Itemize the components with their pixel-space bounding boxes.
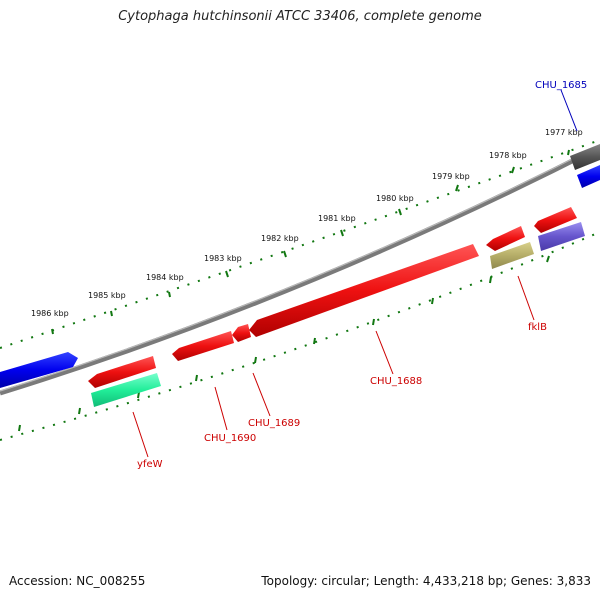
olive-feature[interactable] [490,242,534,269]
teal-feature[interactable] [91,373,161,407]
kbp-label: 1982 kbp [261,234,299,243]
kbp-label: 1985 kbp [88,291,126,300]
inner-major-ticks [18,255,550,432]
red-gene-arrow-right[interactable] [534,207,577,233]
chu-1689-gene-arrow[interactable] [232,324,251,342]
genome-backbone [0,144,600,396]
label-leaders [132,89,578,458]
kbp-label: 1986 kbp [31,309,69,318]
kbp-label: 1983 kbp [204,254,242,263]
map-title: Cytophaga hutchinsonii ATCC 33406, compl… [118,9,482,24]
slate-feature[interactable] [538,222,585,251]
kbp-label: 1979 kbp [432,172,470,181]
outer-major-ticks [51,149,570,335]
blue-gene-arrow-left[interactable] [0,352,78,388]
kbp-label: 1981 kbp [318,214,356,223]
gene-label-chu-1688[interactable]: CHU_1688 [370,376,422,387]
kbp-label: 1980 kbp [376,194,414,203]
inner-tick-ring [0,231,600,441]
gene-label-chu-1690[interactable]: CHU_1690 [204,433,256,444]
genome-summary-text: Topology: circular; Length: 4,433,218 bp… [261,574,591,588]
accession-text: Accession: NC_008255 [9,574,146,588]
kbp-label: 1978 kbp [489,151,527,160]
kbp-label: 1977 kbp [545,128,583,137]
blue-gene-arrow-top[interactable] [577,165,600,188]
gene-label-chu-1689[interactable]: CHU_1689 [248,418,300,429]
kbp-label: 1984 kbp [146,273,184,282]
gene-label-fklb[interactable]: fklB [528,322,547,333]
chu-1690-gene-arrow[interactable] [172,331,234,361]
fklb-gene-arrow[interactable] [486,226,525,251]
yfew-gene-arrow[interactable] [88,356,156,388]
chu-1688-gene-arrow[interactable] [249,244,479,337]
genome-backbone-highlight [0,144,600,392]
gene-label-yfew[interactable]: yfeW [137,459,163,470]
gene-label-chu-1685[interactable]: CHU_1685 [535,80,587,91]
gray-gene-arrow[interactable] [570,144,600,170]
outer-tick-ring [0,139,600,349]
